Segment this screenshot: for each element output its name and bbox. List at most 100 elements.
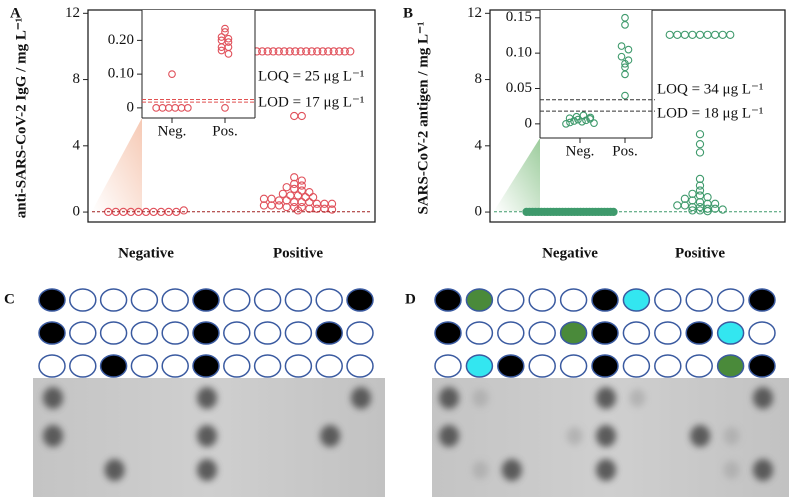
test-spot xyxy=(498,289,524,311)
data-point xyxy=(298,187,305,194)
test-spot xyxy=(224,322,250,344)
test-spot xyxy=(193,355,219,377)
data-point xyxy=(727,31,734,38)
test-spot xyxy=(70,289,96,311)
data-point xyxy=(347,48,354,55)
data-point xyxy=(279,190,286,197)
test-spot xyxy=(347,322,373,344)
data-point xyxy=(674,31,681,38)
data-point xyxy=(294,192,301,199)
y-tick-label: 0 xyxy=(127,99,135,115)
data-point xyxy=(287,192,294,199)
test-spot xyxy=(131,355,157,377)
x-tick-label: Pos. xyxy=(212,123,237,139)
y-tick-label: 0 xyxy=(475,204,483,220)
data-point xyxy=(681,31,688,38)
panel-label: D xyxy=(405,291,416,307)
test-spot xyxy=(749,289,775,311)
y-tick-label: 12 xyxy=(65,5,80,21)
test-spot xyxy=(592,289,618,311)
test-spot xyxy=(686,289,712,311)
inset-bg xyxy=(540,10,652,138)
test-spot xyxy=(655,355,681,377)
test-spot xyxy=(162,355,188,377)
x-tick-label: Positive xyxy=(675,245,725,261)
zoom-hint xyxy=(92,118,142,211)
gel-spot xyxy=(439,387,459,409)
data-point xyxy=(704,31,711,38)
test-spot xyxy=(686,322,712,344)
test-spot xyxy=(39,355,65,377)
data-point xyxy=(302,194,309,201)
data-point xyxy=(696,31,703,38)
data-point xyxy=(719,31,726,38)
gel-spot xyxy=(629,389,645,407)
test-spot xyxy=(285,289,311,311)
gel-spot xyxy=(724,427,740,445)
y-tick-label: 8 xyxy=(475,71,483,87)
test-spot xyxy=(316,322,342,344)
y-axis-label: SARS-CoV-2 antigen / mg L⁻¹ xyxy=(415,22,431,215)
y-tick-label: 0 xyxy=(73,204,81,220)
test-spot xyxy=(131,289,157,311)
data-point xyxy=(276,202,283,209)
gel-spot xyxy=(197,459,217,481)
data-point xyxy=(689,31,696,38)
data-point xyxy=(291,112,298,119)
test-spot xyxy=(255,289,281,311)
data-point xyxy=(180,207,187,214)
panel-label: B xyxy=(403,5,413,21)
y-tick-label: 0.15 xyxy=(506,9,532,25)
test-spot xyxy=(718,289,744,311)
data-point xyxy=(291,185,298,192)
test-spot xyxy=(592,322,618,344)
gel-spot xyxy=(43,425,63,447)
gel-spot xyxy=(753,387,773,409)
y-tick-label: 0.20 xyxy=(108,32,134,48)
test-spot xyxy=(466,355,492,377)
test-spot xyxy=(623,322,649,344)
data-point xyxy=(298,112,305,119)
gel-spot xyxy=(596,387,616,409)
test-spot xyxy=(466,289,492,311)
annotation: LOD = 18 μg L⁻¹ xyxy=(657,105,763,121)
y-axis-label: anti-SARS-CoV-2 IgG / mg L⁻¹ xyxy=(13,18,29,218)
y-tick-label: 4 xyxy=(475,137,483,153)
test-spot xyxy=(718,355,744,377)
test-spot xyxy=(749,355,775,377)
y-tick-label: 8 xyxy=(73,71,81,87)
gel-spot xyxy=(753,459,773,481)
data-point xyxy=(696,131,703,138)
test-spot xyxy=(561,322,587,344)
gel-spot xyxy=(320,425,340,447)
gel-spot xyxy=(439,425,459,447)
test-spot xyxy=(592,355,618,377)
test-spot xyxy=(435,322,461,344)
test-spot xyxy=(131,322,157,344)
data-point xyxy=(310,194,317,201)
annotation: LOD = 17 μg L⁻¹ xyxy=(258,94,364,110)
test-spot xyxy=(101,322,127,344)
y-tick-label: 12 xyxy=(467,5,482,21)
x-tick-label: Neg. xyxy=(158,123,187,139)
test-spot xyxy=(655,289,681,311)
data-point xyxy=(321,205,328,212)
test-spot xyxy=(70,355,96,377)
test-spot xyxy=(623,355,649,377)
test-spot xyxy=(285,322,311,344)
data-point xyxy=(283,184,290,191)
test-spot xyxy=(529,355,555,377)
y-tick-label: 0 xyxy=(525,115,533,131)
gel-spot xyxy=(567,427,583,445)
data-point xyxy=(674,202,681,209)
test-spot xyxy=(686,355,712,377)
data-point xyxy=(696,149,703,156)
test-spot xyxy=(347,289,373,311)
gel-spot xyxy=(43,387,63,409)
gel-spot xyxy=(724,461,740,479)
test-spot xyxy=(435,289,461,311)
gel-spot xyxy=(502,459,522,481)
test-spot xyxy=(466,322,492,344)
zoom-hint xyxy=(494,138,540,211)
